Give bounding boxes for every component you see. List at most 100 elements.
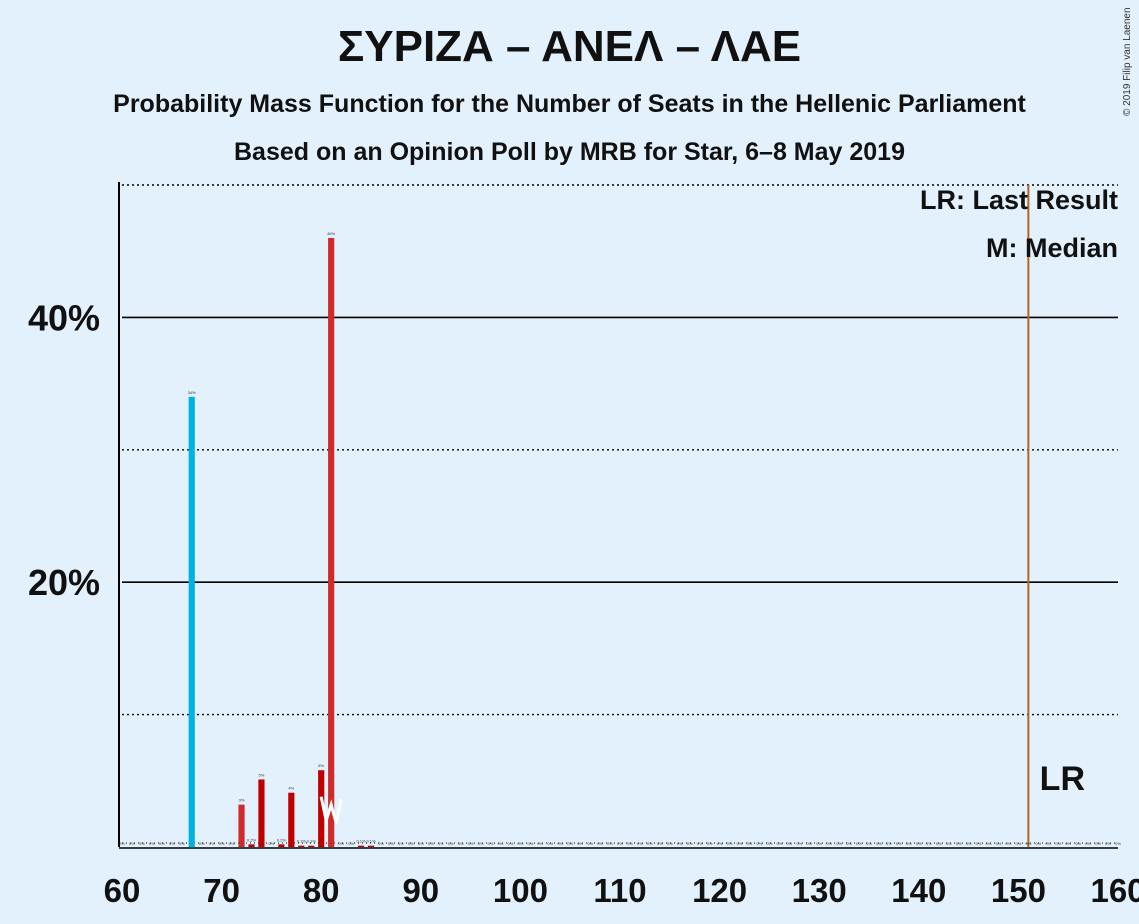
zero-label: 0% — [657, 841, 663, 846]
zero-label: 0% — [886, 841, 892, 846]
zero-label: 0% — [1045, 841, 1051, 846]
zero-label: 0% — [667, 841, 673, 846]
zero-label: 0% — [537, 841, 543, 846]
zero-label: 0% — [229, 841, 235, 846]
xtick-label: 100 — [493, 872, 548, 909]
zero-label: 0% — [896, 841, 902, 846]
zero-label: 0% — [458, 841, 464, 846]
zero-label: 0% — [986, 841, 992, 846]
bar-labels: 0% 0% 0% 0% 0% 0% 0% 0% 0% 0% 0% 0% 0% 0% 0% 0% 0% 0% 0% 0%… — [119, 231, 1121, 846]
zero-label: 0% — [976, 841, 982, 846]
zero-label: 0% — [269, 841, 275, 846]
zero-label: 0% — [1065, 841, 1071, 846]
bar-label-79: 0.1% — [307, 839, 317, 844]
bar-76 — [278, 844, 285, 847]
bars — [188, 185, 1030, 847]
bar-79 — [308, 845, 315, 847]
zero-label: 0% — [338, 841, 344, 846]
zero-label: 0% — [179, 841, 185, 846]
zero-label: 0% — [786, 841, 792, 846]
ytick-label: 40% — [28, 297, 100, 338]
xtick-label: 110 — [593, 872, 646, 909]
zero-label: 0% — [488, 841, 494, 846]
zero-label: 0% — [348, 841, 354, 846]
bar-label-84: 0.1% — [356, 839, 366, 844]
zero-label: 0% — [199, 841, 205, 846]
median-marker — [319, 796, 343, 827]
zero-label: 0% — [607, 841, 613, 846]
xtick-label: 130 — [792, 872, 847, 909]
bar-73 — [248, 844, 255, 847]
bar-85 — [367, 845, 375, 847]
chart-subtitle: Probability Mass Function for the Number… — [113, 90, 1026, 118]
zero-label: 0% — [378, 841, 384, 846]
zero-label: 0% — [478, 841, 484, 846]
bar-77 — [288, 792, 295, 847]
zero-label: 0% — [1006, 841, 1012, 846]
bar-84 — [357, 845, 365, 847]
zero-label: 0% — [1095, 841, 1101, 846]
zero-label: 0% — [1075, 841, 1081, 846]
ytick-label: 20% — [28, 562, 100, 603]
bar-label-85: 0.1% — [366, 839, 376, 844]
bar-label-74: 5% — [259, 772, 265, 777]
zero-label: 0% — [209, 841, 215, 846]
zero-label: 0% — [687, 841, 693, 846]
zero-label: 0% — [577, 841, 583, 846]
zero-label: 0% — [737, 841, 743, 846]
xtick-label: 150 — [991, 872, 1046, 909]
zero-label: 0% — [876, 841, 882, 846]
zero-label: 0% — [776, 841, 782, 846]
zero-label: 0% — [866, 841, 872, 846]
zero-label: 0% — [846, 841, 852, 846]
zero-label: 0% — [418, 841, 424, 846]
bar-label-76: 0.2% — [277, 837, 287, 842]
zero-label: 0% — [547, 841, 553, 846]
zero-label: 0% — [169, 841, 175, 846]
zero-label: 0% — [767, 841, 773, 846]
bar-label-81: 46% — [327, 231, 335, 236]
zero-label: 0% — [398, 841, 404, 846]
bar-label-73: 0.2% — [247, 837, 257, 842]
last-result-marker: LR — [1040, 760, 1085, 798]
bar-78 — [298, 845, 305, 847]
zero-label: 0% — [816, 841, 822, 846]
zero-label: 0% — [996, 841, 1002, 846]
zero-label: 0% — [557, 841, 563, 846]
zero-label: 0% — [617, 841, 623, 846]
zero-label: 0% — [567, 841, 573, 846]
zero-label: 0% — [1025, 841, 1031, 846]
zero-label: 0% — [518, 841, 524, 846]
legend-median: M: Median — [986, 233, 1118, 263]
zero-label: 0% — [508, 841, 514, 846]
zero-label: 0% — [527, 841, 533, 846]
xtick-label: 120 — [692, 872, 747, 909]
zero-label: 0% — [388, 841, 394, 846]
bar-74 — [258, 779, 265, 847]
zero-label: 0% — [796, 841, 802, 846]
zero-label: 0% — [139, 841, 145, 846]
bar-label-67: 34% — [188, 390, 196, 395]
zero-label: 0% — [498, 841, 504, 846]
zero-label: 0% — [697, 841, 703, 846]
zero-label: 0% — [1055, 841, 1061, 846]
zero-label: 0% — [448, 841, 454, 846]
grid-lines — [20, 184, 1118, 844]
xtick-label: 70 — [203, 872, 240, 909]
ytick-bg — [20, 560, 106, 605]
zero-label: 0% — [468, 841, 474, 846]
zero-label: 0% — [408, 841, 414, 846]
xtick-label: 60 — [104, 872, 141, 909]
bar-72 — [238, 804, 245, 847]
zero-label: 0% — [926, 841, 932, 846]
zero-label: 0% — [1115, 841, 1121, 846]
zero-label: 0% — [936, 841, 942, 846]
zero-label: 0% — [946, 841, 952, 846]
zero-label: 0% — [1105, 841, 1111, 846]
zero-label: 0% — [1035, 841, 1041, 846]
xtick-label: 140 — [891, 872, 946, 909]
zero-label: 0% — [149, 841, 155, 846]
zero-label: 0% — [717, 841, 723, 846]
zero-label: 0% — [159, 841, 165, 846]
